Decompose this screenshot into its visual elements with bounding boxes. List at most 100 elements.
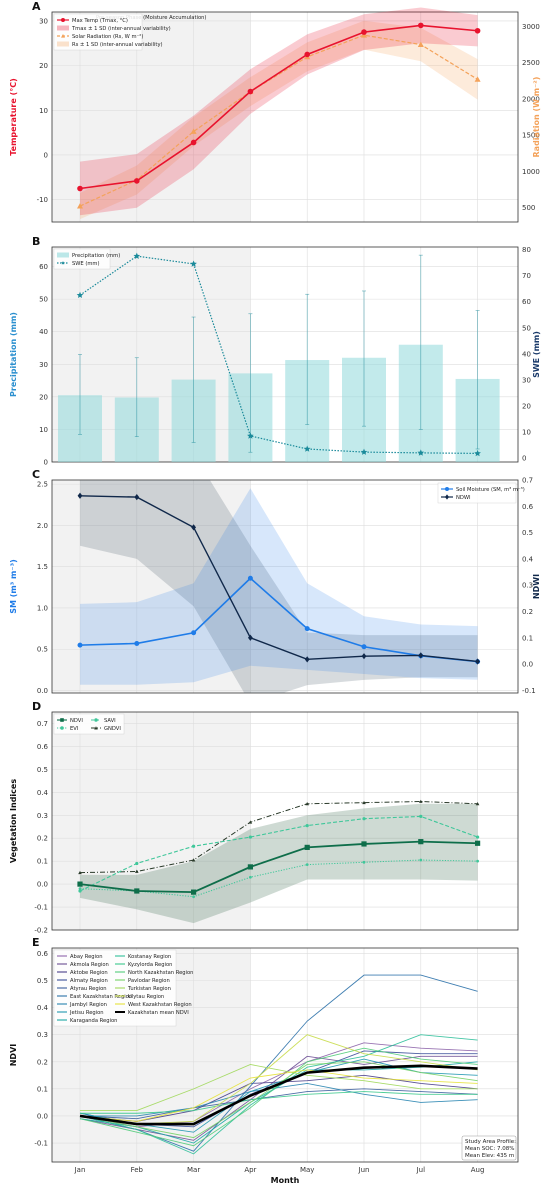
y2-tick-label: 0.3 <box>522 582 533 590</box>
y-tick-label: 40 <box>39 328 48 336</box>
legend <box>53 713 125 735</box>
sm-point <box>134 640 140 646</box>
temp-point <box>418 22 424 29</box>
savi-point <box>419 814 423 819</box>
legend-swatch <box>57 25 69 31</box>
gndvi-point <box>475 801 480 806</box>
y2-tick-label: 30 <box>522 376 531 384</box>
y-axis-label: Precipitation (mm) <box>9 312 18 397</box>
y-tick-label: 0.0 <box>37 1112 48 1120</box>
legend-marker <box>445 494 449 500</box>
legend-entry: Soil Moisture (SM, m³ m⁻³) <box>456 487 525 493</box>
y-tick-label: 20 <box>39 62 48 70</box>
legend-swatch <box>57 252 69 258</box>
y-tick-label: 2.0 <box>37 522 48 530</box>
y-tick-label: -0.1 <box>34 1140 48 1148</box>
panel-D: -0.2 -0.1 0.0 0.1 0.2 0.3 0.4 0.5 0.6 0.7 D Vegetat… <box>9 700 519 935</box>
rad-point <box>474 76 481 82</box>
evi-point <box>305 863 309 866</box>
x-tick-label: Jul <box>416 1166 426 1174</box>
y-tick-label: 0.6 <box>37 743 49 751</box>
legend-marker <box>61 261 65 265</box>
legend-entry: Karaganda Region <box>70 1018 117 1024</box>
y-tick-label: 0.4 <box>37 1004 49 1012</box>
axes-frame <box>51 711 519 931</box>
x-tick-label: Apr <box>244 1166 256 1174</box>
sm-point <box>361 644 367 650</box>
y-tick-label: -0.2 <box>34 927 48 935</box>
y2-tick-label: 0.6 <box>522 503 534 511</box>
mean-ndvi-line <box>79 1064 478 1126</box>
ndvi-band <box>80 803 478 924</box>
ndvi-point <box>418 839 424 845</box>
y-tick-label: 0.3 <box>37 1031 48 1039</box>
temp-point <box>304 51 311 58</box>
temp-point <box>134 178 140 184</box>
swe-point <box>360 448 368 455</box>
temp-point <box>190 139 197 146</box>
rad-point <box>417 41 424 47</box>
y-tick-label: -10 <box>37 196 48 204</box>
legend-entry: West Kazakhstan Region <box>128 1002 192 1008</box>
legend-entry: Pavlodar Region <box>128 978 170 984</box>
legend-swatch <box>57 41 69 47</box>
y-tick-label: 20 <box>39 393 48 401</box>
y-tick-label: 0.6 <box>37 950 49 958</box>
legend-entry: Solar Radiation (Rs, W m⁻²) <box>72 34 143 40</box>
legend-entry: Kazakhstan mean NDVI <box>128 1010 189 1016</box>
y2-tick-label: 10 <box>522 429 531 437</box>
panel-C: 0.0 0.5 1.0 1.5 2.0 2.5 -0.1 0.0 0.1 0.2 0.3 0.4 0.5… <box>9 468 541 695</box>
y-tick-label: 0.1 <box>37 858 48 866</box>
legend-entry: Kyzylorda Region <box>128 962 172 968</box>
temp-point <box>77 185 83 192</box>
y-tick-label: 10 <box>39 107 48 115</box>
swe-point <box>133 252 141 259</box>
y-tick-label: 0.5 <box>37 977 48 985</box>
legend-entry: Abay Region <box>70 954 103 960</box>
y-axis-label: SM (m³ m⁻³) <box>9 559 18 614</box>
y-tick-label: 0.0 <box>37 881 48 889</box>
region-line <box>79 1034 478 1155</box>
gndvi-point <box>419 799 423 803</box>
sm-point <box>77 642 83 648</box>
y2-tick-label: 2000 <box>522 95 540 103</box>
legend-marker <box>60 718 64 722</box>
gndvi-point <box>248 820 253 824</box>
axes-frame <box>51 11 519 223</box>
ndwi-point <box>361 653 367 660</box>
gndvi-point <box>305 801 309 806</box>
axes-frame <box>51 947 519 1163</box>
legend-marker <box>94 718 98 722</box>
x-tick-label: Aug <box>471 1166 485 1174</box>
x-axis-label: Month <box>271 1176 300 1185</box>
temp-line <box>79 24 478 190</box>
region-line <box>80 1082 478 1117</box>
legend-entry: SWE (mm) <box>72 261 100 267</box>
y-tick-label: 2.5 <box>37 481 48 489</box>
y-tick-label: 1.5 <box>37 563 48 571</box>
y2-tick-label: 1000 <box>522 168 540 176</box>
evi-line <box>79 859 478 898</box>
y2-tick-label: -0.1 <box>522 687 536 695</box>
legend-entry: Atyrau Region <box>70 986 107 992</box>
y-axis-label: NDVI <box>9 1044 18 1067</box>
evi-point <box>476 859 479 863</box>
y2-tick-label: 40 <box>522 350 531 358</box>
y2-tick-label: 2500 <box>522 59 540 67</box>
x-tick-label: Jan <box>74 1166 86 1174</box>
y2-tick-label: 0.7 <box>522 477 533 485</box>
legend-entry: GNDVI <box>104 726 121 732</box>
y-tick-label: 0.4 <box>37 789 49 797</box>
sm-point <box>247 575 253 581</box>
legend-entry: Tmax ± 1 SD (inter-annual variability) <box>71 26 171 32</box>
y-tick-label: 0.2 <box>37 835 48 843</box>
panel-E: -0.1 0.0 0.1 0.2 0.3 0.4 0.5 0.6E NDVI Abay Regio… <box>9 936 519 1185</box>
legend-entry: Precipitation (mm) <box>72 253 120 259</box>
legend-entry: Jambyl Region <box>69 1002 107 1008</box>
ndvi-point <box>475 840 481 846</box>
y2-tick-label: 0.0 <box>522 661 533 669</box>
x-tick-label: Feb <box>131 1166 144 1174</box>
panel-B: 0 10 20 30 40 50 60 0 10 20 30 40 50 60 70 80 B Precipita… <box>9 235 541 467</box>
savi-point <box>192 844 196 848</box>
panel-letter: B <box>32 235 40 248</box>
